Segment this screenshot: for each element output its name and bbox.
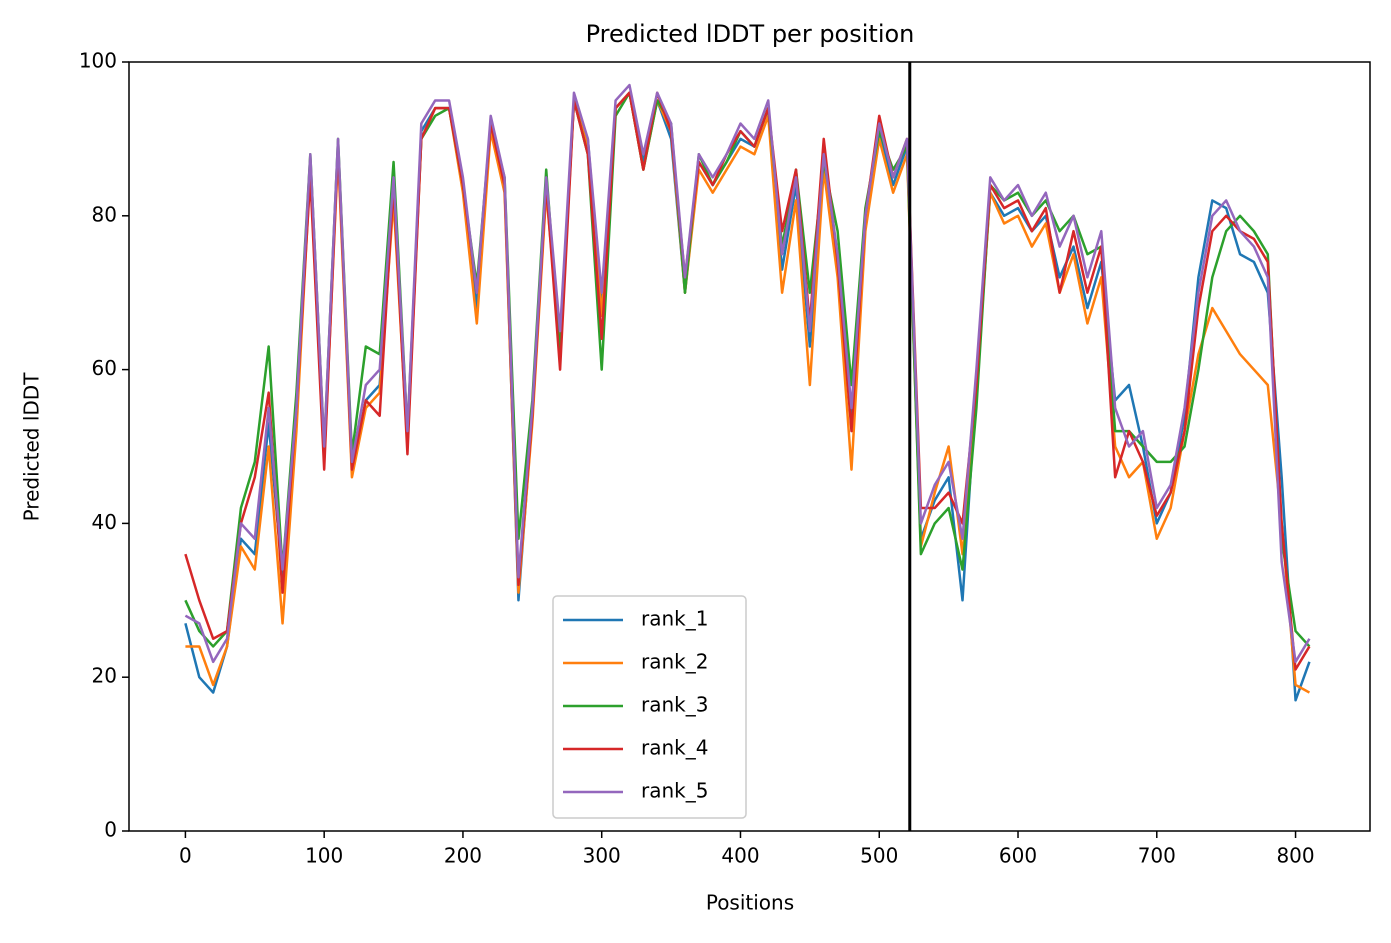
x-tick-label: 700 (1138, 844, 1176, 868)
legend-label: rank_1 (641, 607, 708, 631)
y-tick-label: 60 (92, 356, 117, 380)
chart-title: Predicted lDDT per position (586, 20, 915, 48)
x-tick-label: 300 (583, 844, 621, 868)
x-tick-label: 500 (860, 844, 898, 868)
x-tick-label: 600 (999, 844, 1037, 868)
x-tick-label: 800 (1276, 844, 1314, 868)
x-tick-label: 100 (305, 844, 343, 868)
legend-label: rank_5 (641, 779, 708, 803)
legend-label: rank_3 (641, 693, 708, 717)
y-tick-label: 20 (92, 664, 117, 688)
y-tick-label: 100 (79, 49, 117, 73)
series-line (184, 83, 1311, 664)
series-line (184, 91, 1311, 702)
series-line (185, 91, 1311, 694)
x-tick-label: 400 (721, 844, 759, 868)
legend-box (552, 595, 747, 819)
x-tick-label: 0 (179, 844, 192, 868)
legend-label: rank_2 (641, 650, 708, 674)
y-tick-label: 0 (104, 818, 117, 842)
plot-frame (128, 61, 1371, 832)
x-axis-label: Positions (706, 891, 794, 915)
y-axis-label: Predicted lDDT (20, 372, 44, 522)
series-line (184, 91, 1311, 671)
x-tick-label: 200 (444, 844, 482, 868)
y-tick-label: 80 (92, 202, 117, 226)
legend-label: rank_4 (641, 736, 708, 760)
y-tick-label: 40 (92, 510, 117, 534)
series-line (184, 91, 1311, 648)
